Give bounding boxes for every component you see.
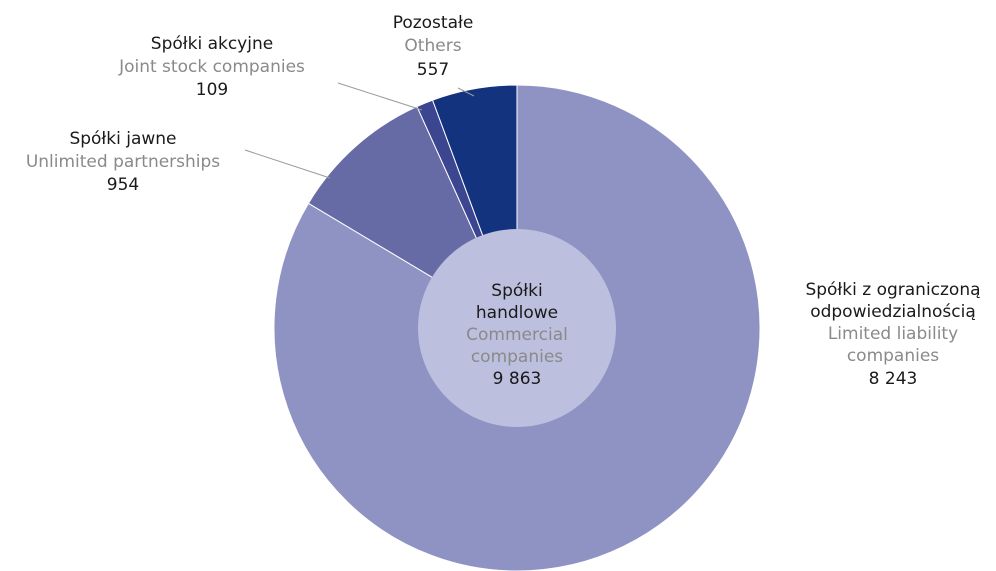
center-label-pl-2: handlowe — [476, 303, 558, 323]
center-disc — [418, 229, 616, 427]
center-label-en-2: companies — [471, 347, 563, 367]
slice-label-en: Limited liability — [828, 324, 958, 344]
center-label-en-1: Commercial — [466, 325, 568, 345]
slice-label-en: Others — [404, 36, 461, 56]
slice-label-pl: Pozostałe — [393, 13, 474, 33]
slice-label-pl: Spółki z ograniczoną — [805, 280, 980, 300]
slice-label-joint-stock: Spółki akcyjne Joint stock companies 109 — [118, 34, 305, 100]
slice-label-value: 109 — [196, 80, 228, 100]
slice-label-en: Unlimited partnerships — [26, 152, 220, 172]
slice-label-en: companies — [847, 346, 939, 366]
center-label: Spółki handlowe Commercial companies 9 8… — [466, 281, 568, 389]
center-label-value: 9 863 — [493, 369, 542, 389]
slice-label-value: 8 243 — [869, 369, 918, 389]
slice-label-others: Pozostałe Others 557 — [393, 13, 474, 80]
center-label-pl-1: Spółki — [491, 281, 542, 301]
slice-label-unlimited-partnerships: Spółki jawne Unlimited partnerships 954 — [26, 129, 220, 195]
leader-line-others — [457, 87, 475, 97]
slice-label-pl: odpowiedzialnością — [810, 302, 976, 322]
slice-label-pl: Spółki jawne — [69, 129, 176, 149]
slice-label-value: 557 — [417, 60, 449, 80]
slice-label-pl: Spółki akcyjne — [151, 34, 273, 54]
slice-label-value: 954 — [107, 175, 139, 195]
leader-line-unlimited — [244, 149, 331, 179]
slice-label-limited-liability: Spółki z ograniczoną odpowiedzialnością … — [805, 280, 980, 389]
leader-line-joint-stock — [337, 82, 423, 111]
slice-label-en: Joint stock companies — [118, 57, 305, 77]
